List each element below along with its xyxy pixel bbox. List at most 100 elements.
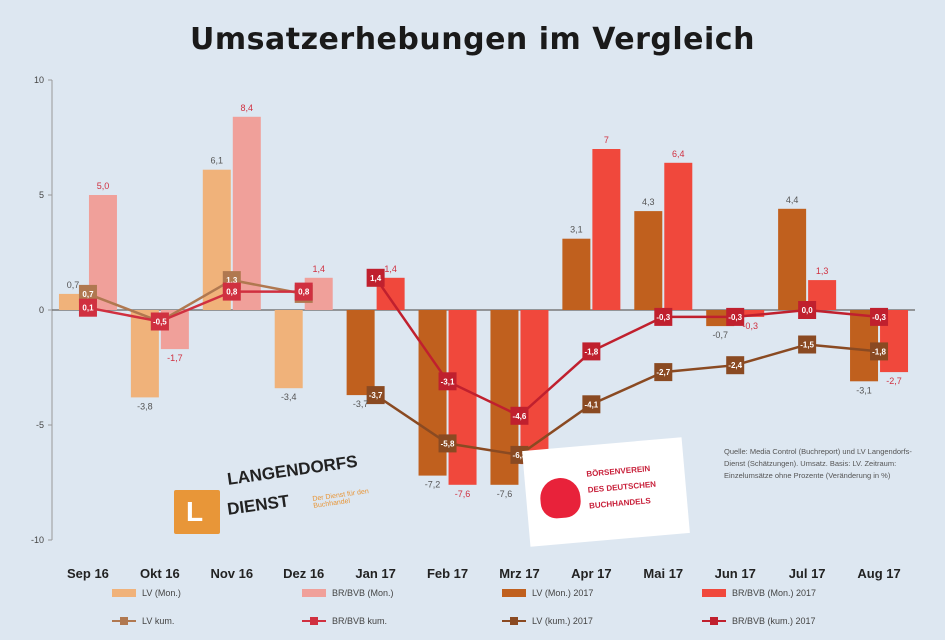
legend-item-bar-1: BR/BVB (Mon.) [302,586,394,600]
line-marker-3-11 [870,307,889,326]
bar-label-s1-0: 5,0 [97,181,110,191]
legend-swatch-bar-3 [702,589,726,597]
legend-swatch-line-3 [702,617,726,625]
y-tick-label-1: 5 [39,190,44,200]
line-marker-0-0 [78,284,97,303]
bar-s2-4 [346,310,375,396]
x-tick-label-4: Jan 17 [355,566,395,581]
bar-s2-7 [562,238,591,310]
label-layer: 0,7 -3,8 6,1 -3,4 5,0 -1,7 8,4 1,4 -3,7 -7,2 -7,6 3… [67,103,902,499]
x-tick-label-2: Nov 16 [210,566,253,581]
line-marker-1-3 [294,282,313,301]
legend-label-line-2: LV (kum.) 2017 [532,616,593,626]
x-tick-label-8: Mai 17 [643,566,683,581]
line-marker-label-1-0: 0,1 [82,304,94,313]
bar-label-s1-1: -1,7 [167,353,183,363]
line-series-2 [374,343,880,457]
bar-label-s1-2: 8,4 [241,103,254,113]
line-marker-label-2-9: -2,4 [728,361,742,370]
line-series-1 [87,290,304,323]
bar-label-s3-8: 6,4 [672,149,685,159]
bar-label-s3-11: -2,7 [886,376,902,386]
legend-item-line-3: BR/BVB (kum.) 2017 [702,614,816,628]
bar-label-s3-10: 1,3 [816,266,829,276]
bar-s3-9 [736,310,765,317]
line-marker-label-1-1: -0,5 [153,318,167,327]
legend-label-bar-3: BR/BVB (Mon.) 2017 [732,588,817,598]
legend-item-bar-3: BR/BVB (Mon.) 2017 [702,586,816,600]
bar-s3-8 [664,162,693,310]
x-tick-label-10: Jul 17 [789,566,826,581]
x-tick-label-6: Mrz 17 [499,566,539,581]
bar-label-s2-10: 4,4 [786,195,799,205]
line-marker-label-2-7: -4,1 [584,400,598,409]
bar-label-s2-11: -3,1 [856,385,872,395]
legend-swatch-bar-1 [302,589,326,597]
legend-swatch-line-0 [112,617,136,625]
line-series-0 [87,278,304,323]
boersenverein-logo-mark [538,476,583,520]
line-marker-3-8 [654,307,673,326]
legend-label-bar-2: LV (Mon.) 2017 [532,588,594,598]
line-marker-3-5 [438,372,457,391]
line-marker-label-2-10: -1,5 [800,341,814,350]
legend-item-line-1: BR/BVB kum. [302,614,387,628]
line-marker-2-9 [726,356,745,375]
legend-label-bar-1: BR/BVB (Mon.) [332,588,394,598]
line-marker-label-0-2: 1,3 [226,276,238,285]
chart-title: Umsatzerhebungen im Vergleich [190,22,755,57]
line-marker-label-3-10: 0,0 [802,306,814,315]
bar-label-s3-7: 7 [604,135,609,145]
legend-swatch-bar-0 [112,589,136,597]
bar-s2-8 [634,211,663,310]
bar-layer [58,116,909,485]
line-marker-2-11 [870,342,889,361]
bar-label-s3-5: -7,6 [455,489,471,499]
line-marker-3-7 [582,342,601,361]
boersenverein-logo-line-3: BUCHHANDELS [588,496,652,511]
line-marker-2-4 [366,386,385,405]
line-marker-label-0-0: 0,7 [82,290,94,299]
x-tick-label-1: Okt 16 [140,566,180,581]
line-marker-2-7 [582,395,601,414]
line-marker-label-2-6: -6,3 [513,451,527,460]
bar-label-s2-8: 4,3 [642,197,655,207]
line-marker-3-6 [510,406,529,425]
bar-label-s0-2: 6,1 [211,156,224,166]
langendorfs-logo: L LANGENDORFS DIENST Der Dienst für den … [174,452,394,542]
x-tick-label-0: Sep 16 [67,566,109,581]
legend-label-line-1: BR/BVB kum. [332,616,388,626]
legend-item-bar-0: LV (Mon.) [112,586,181,600]
line-marker-label-3-5: -3,1 [441,377,455,386]
line-marker-label-1-3: 0,8 [298,288,310,297]
y-tick-label-2: 0 [39,305,44,315]
bar-label-s1-3: 1,4 [312,264,325,274]
line-marker-2-10 [798,335,817,354]
legend-swatch-line-2 [502,617,526,625]
line-marker-3-9 [726,307,745,326]
legend-label-line-3: BR/BVB (kum.) 2017 [732,616,816,626]
line-marker-label-1-2: 0,8 [226,288,238,297]
langendorfs-logo-name-2: DIENST [226,491,291,519]
boersenverein-logo: BÖRSENVEREIN DES DEUTSCHEN BUCHHANDELS [522,437,690,547]
x-tick-label-3: Dez 16 [283,566,324,581]
bar-label-s0-1: -3,8 [137,401,153,411]
line-marker-label-3-11: -0,3 [872,313,886,322]
line-marker-label-2-4: -3,7 [369,391,383,400]
source-note: Quelle: Media Control (Buchreport) und L… [724,447,912,480]
bar-s3-7 [592,149,621,310]
line-marker-label-2-8: -2,7 [656,368,670,377]
bar-label-s2-5: -7,2 [425,480,441,490]
x-tick-label-5: Feb 17 [427,566,468,581]
line-marker-label-3-6: -4,6 [513,412,527,421]
bar-s3-5 [448,310,477,485]
bar-label-s2-7: 3,1 [570,225,583,235]
x-tick-label-7: Apr 17 [571,566,611,581]
line-marker-2-8 [654,363,673,382]
line-marker-1-2 [222,282,241,301]
bar-label-s0-3: -3,4 [281,392,297,402]
legend-label-bar-0: LV (Mon.) [142,588,181,598]
boersenverein-logo-line-1: BÖRSENVEREIN [585,464,651,479]
legend-swatch-line-1 [302,617,326,625]
